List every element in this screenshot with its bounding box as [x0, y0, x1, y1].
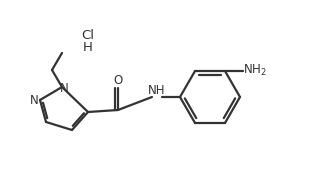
Text: N: N [30, 93, 38, 107]
Text: N: N [60, 82, 68, 94]
Text: NH: NH [148, 84, 166, 96]
Text: O: O [114, 73, 123, 87]
Text: NH$_2$: NH$_2$ [243, 62, 267, 78]
Text: Cl: Cl [81, 28, 94, 42]
Text: H: H [83, 40, 93, 53]
